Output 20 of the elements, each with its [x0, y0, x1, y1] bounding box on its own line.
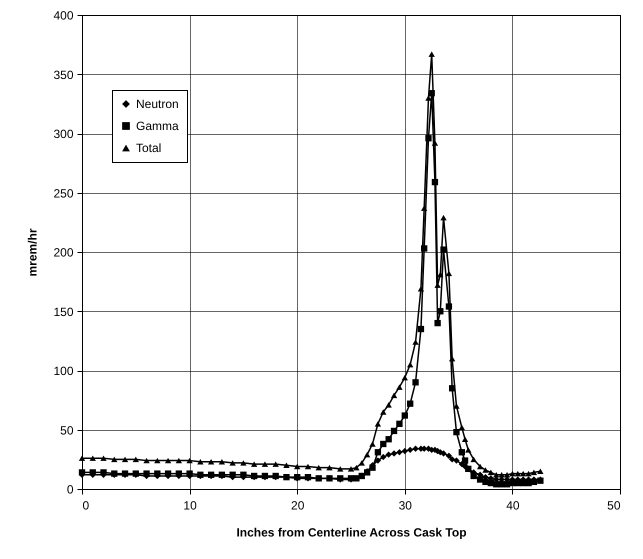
y-tick-label: 350	[53, 68, 74, 82]
y-tick-label: 100	[53, 364, 74, 378]
y-tick-label: 300	[53, 127, 74, 141]
x-tick-label: 10	[183, 498, 198, 512]
y-axis-title: mrem/hr	[25, 228, 40, 277]
legend-label: Neutron	[136, 97, 179, 111]
y-tick-label: 400	[53, 8, 74, 22]
y-tick-label: 50	[60, 423, 74, 438]
legend-label: Gamma	[136, 119, 179, 133]
x-tick-label: 30	[398, 498, 412, 512]
x-tick-label: 0	[82, 498, 90, 512]
legend-label: Total	[136, 141, 162, 155]
x-axis-title: Inches from Centerline Across Cask Top	[236, 526, 467, 540]
y-tick-label: 250	[53, 186, 74, 200]
x-tick-label: 50	[607, 498, 621, 512]
x-tick-label: 20	[291, 498, 305, 512]
x-tick-label: 40	[506, 498, 520, 512]
y-tick-label: 150	[53, 304, 74, 319]
y-tick-label: 200	[53, 246, 74, 260]
y-tick-label: 0	[66, 482, 74, 496]
